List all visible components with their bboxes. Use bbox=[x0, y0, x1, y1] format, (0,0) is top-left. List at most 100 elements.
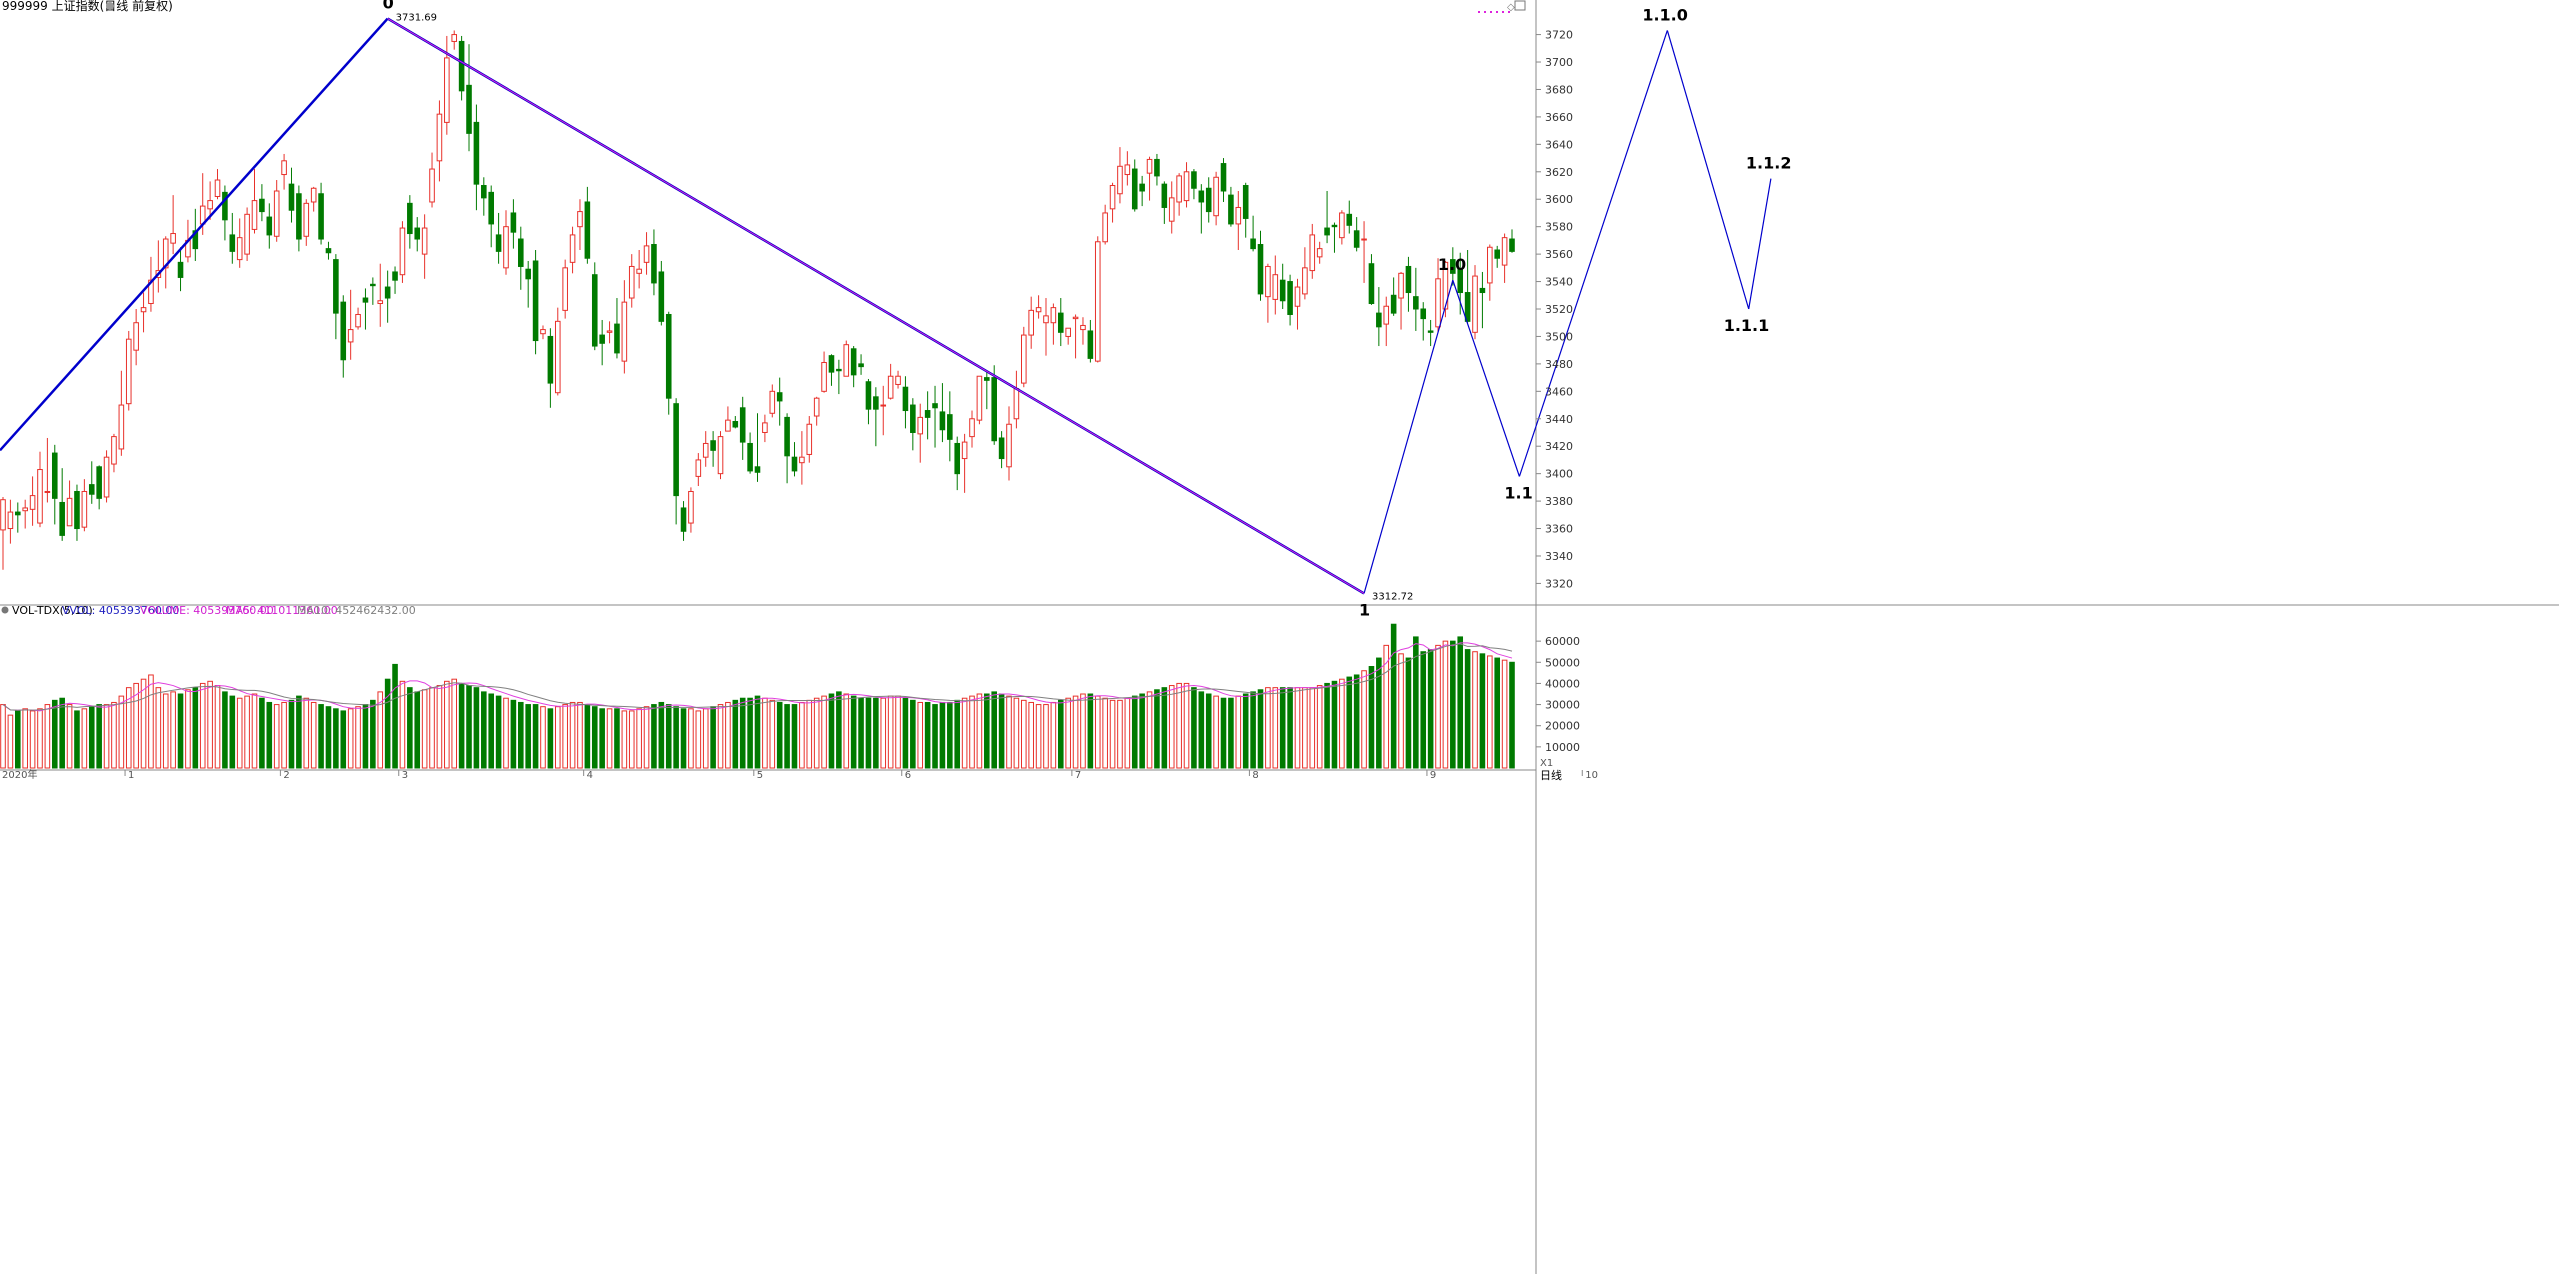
month-label: 3 bbox=[402, 770, 408, 781]
candle-body bbox=[887, 375, 894, 399]
volume-bar bbox=[969, 695, 975, 769]
candle-body bbox=[739, 407, 746, 443]
candle-body bbox=[1183, 171, 1190, 202]
candle-body bbox=[1242, 185, 1249, 219]
candle-body bbox=[7, 511, 14, 530]
candle bbox=[392, 266, 398, 294]
candle bbox=[954, 436, 961, 491]
candle-body bbox=[813, 397, 820, 417]
volume-bar bbox=[303, 697, 310, 769]
volume-bar bbox=[199, 682, 206, 769]
volume-bar bbox=[518, 701, 524, 769]
volume-bar bbox=[1139, 693, 1145, 769]
candle-body bbox=[1420, 308, 1427, 320]
volume-bar bbox=[473, 687, 480, 769]
scale-label[interactable]: X1 bbox=[1540, 758, 1553, 769]
candle bbox=[259, 184, 265, 222]
volume-bar bbox=[917, 701, 924, 769]
candle bbox=[1242, 182, 1249, 238]
candle-body bbox=[436, 113, 443, 162]
candle bbox=[969, 410, 975, 448]
volume-bar bbox=[1228, 697, 1234, 769]
price-tick-label: 3500 bbox=[1545, 330, 1573, 343]
candle bbox=[1487, 244, 1493, 301]
candle bbox=[902, 376, 909, 429]
candle-body bbox=[791, 456, 798, 472]
candle-body bbox=[525, 268, 531, 280]
candle-body bbox=[910, 404, 916, 433]
candle-body bbox=[429, 168, 435, 203]
candle bbox=[1353, 217, 1360, 252]
month-label: 8 bbox=[1252, 770, 1258, 781]
candle bbox=[1050, 303, 1057, 345]
volume-bar bbox=[1146, 691, 1153, 769]
candle bbox=[1228, 186, 1234, 227]
volume-bar bbox=[244, 695, 250, 769]
candle bbox=[1146, 156, 1153, 201]
volume-bar bbox=[96, 704, 102, 769]
volume-bar bbox=[1154, 689, 1160, 769]
candle bbox=[1464, 250, 1471, 323]
volume-bar bbox=[384, 678, 391, 769]
candle-body bbox=[843, 344, 850, 377]
candle-body bbox=[902, 386, 909, 412]
candle bbox=[1450, 247, 1456, 286]
candle bbox=[140, 292, 147, 333]
volume-tick-label: 40000 bbox=[1545, 677, 1580, 690]
volume-bar bbox=[1501, 659, 1508, 769]
volume-bar bbox=[1294, 687, 1301, 769]
price-tick-label: 3320 bbox=[1545, 577, 1573, 590]
diamond-icon[interactable]: ◇ bbox=[1507, 2, 1515, 13]
volume-bar bbox=[1450, 640, 1456, 769]
volume-bar bbox=[15, 710, 21, 769]
volume-bar bbox=[1435, 644, 1441, 769]
volume-bar bbox=[318, 704, 324, 769]
candle bbox=[66, 480, 73, 527]
candle-body bbox=[214, 179, 221, 197]
window-toggle-icon[interactable] bbox=[1514, 0, 1526, 11]
candle bbox=[1339, 210, 1345, 245]
candle bbox=[481, 177, 487, 216]
settings-icon[interactable] bbox=[106, 2, 114, 10]
candle bbox=[1109, 182, 1116, 223]
candle-body bbox=[1361, 238, 1367, 241]
candle-body bbox=[192, 230, 199, 250]
candle-body bbox=[0, 499, 6, 531]
volume-bar bbox=[577, 701, 583, 769]
candle bbox=[998, 431, 1005, 469]
candle bbox=[887, 363, 894, 400]
volume-bar bbox=[436, 685, 443, 769]
candle-body bbox=[1021, 334, 1027, 384]
volume-bar bbox=[702, 708, 709, 769]
volume-bar bbox=[1176, 682, 1182, 769]
wave-line-secondary bbox=[1452, 279, 1520, 477]
candle bbox=[710, 431, 716, 467]
candle bbox=[554, 307, 561, 396]
volume-bar bbox=[296, 695, 302, 769]
period-label[interactable]: 日线 bbox=[1540, 768, 1562, 782]
candle-body bbox=[1316, 248, 1323, 258]
candle bbox=[1191, 169, 1197, 200]
candle-body bbox=[858, 363, 864, 368]
volume-bar bbox=[377, 691, 384, 769]
candle-body bbox=[266, 216, 273, 236]
candle bbox=[96, 465, 102, 510]
candle-body bbox=[1339, 212, 1345, 239]
candle-body bbox=[1294, 286, 1301, 307]
candle bbox=[170, 195, 176, 255]
volume-bar bbox=[81, 708, 88, 769]
legend-dot bbox=[1478, 11, 1480, 13]
volume-bar bbox=[340, 710, 347, 769]
candle bbox=[37, 451, 43, 528]
volume-bar bbox=[1479, 653, 1486, 769]
candle bbox=[1294, 278, 1301, 330]
candle bbox=[296, 185, 302, 252]
candle-body bbox=[133, 322, 139, 351]
volume-value: VOLUME: 405393760.00 bbox=[140, 604, 274, 617]
candle bbox=[377, 263, 384, 327]
candle bbox=[1457, 252, 1464, 315]
volume-bar bbox=[1442, 640, 1449, 769]
volume-bar bbox=[961, 697, 968, 769]
indicator-settings-icon[interactable] bbox=[1, 606, 9, 614]
candle bbox=[813, 396, 820, 426]
